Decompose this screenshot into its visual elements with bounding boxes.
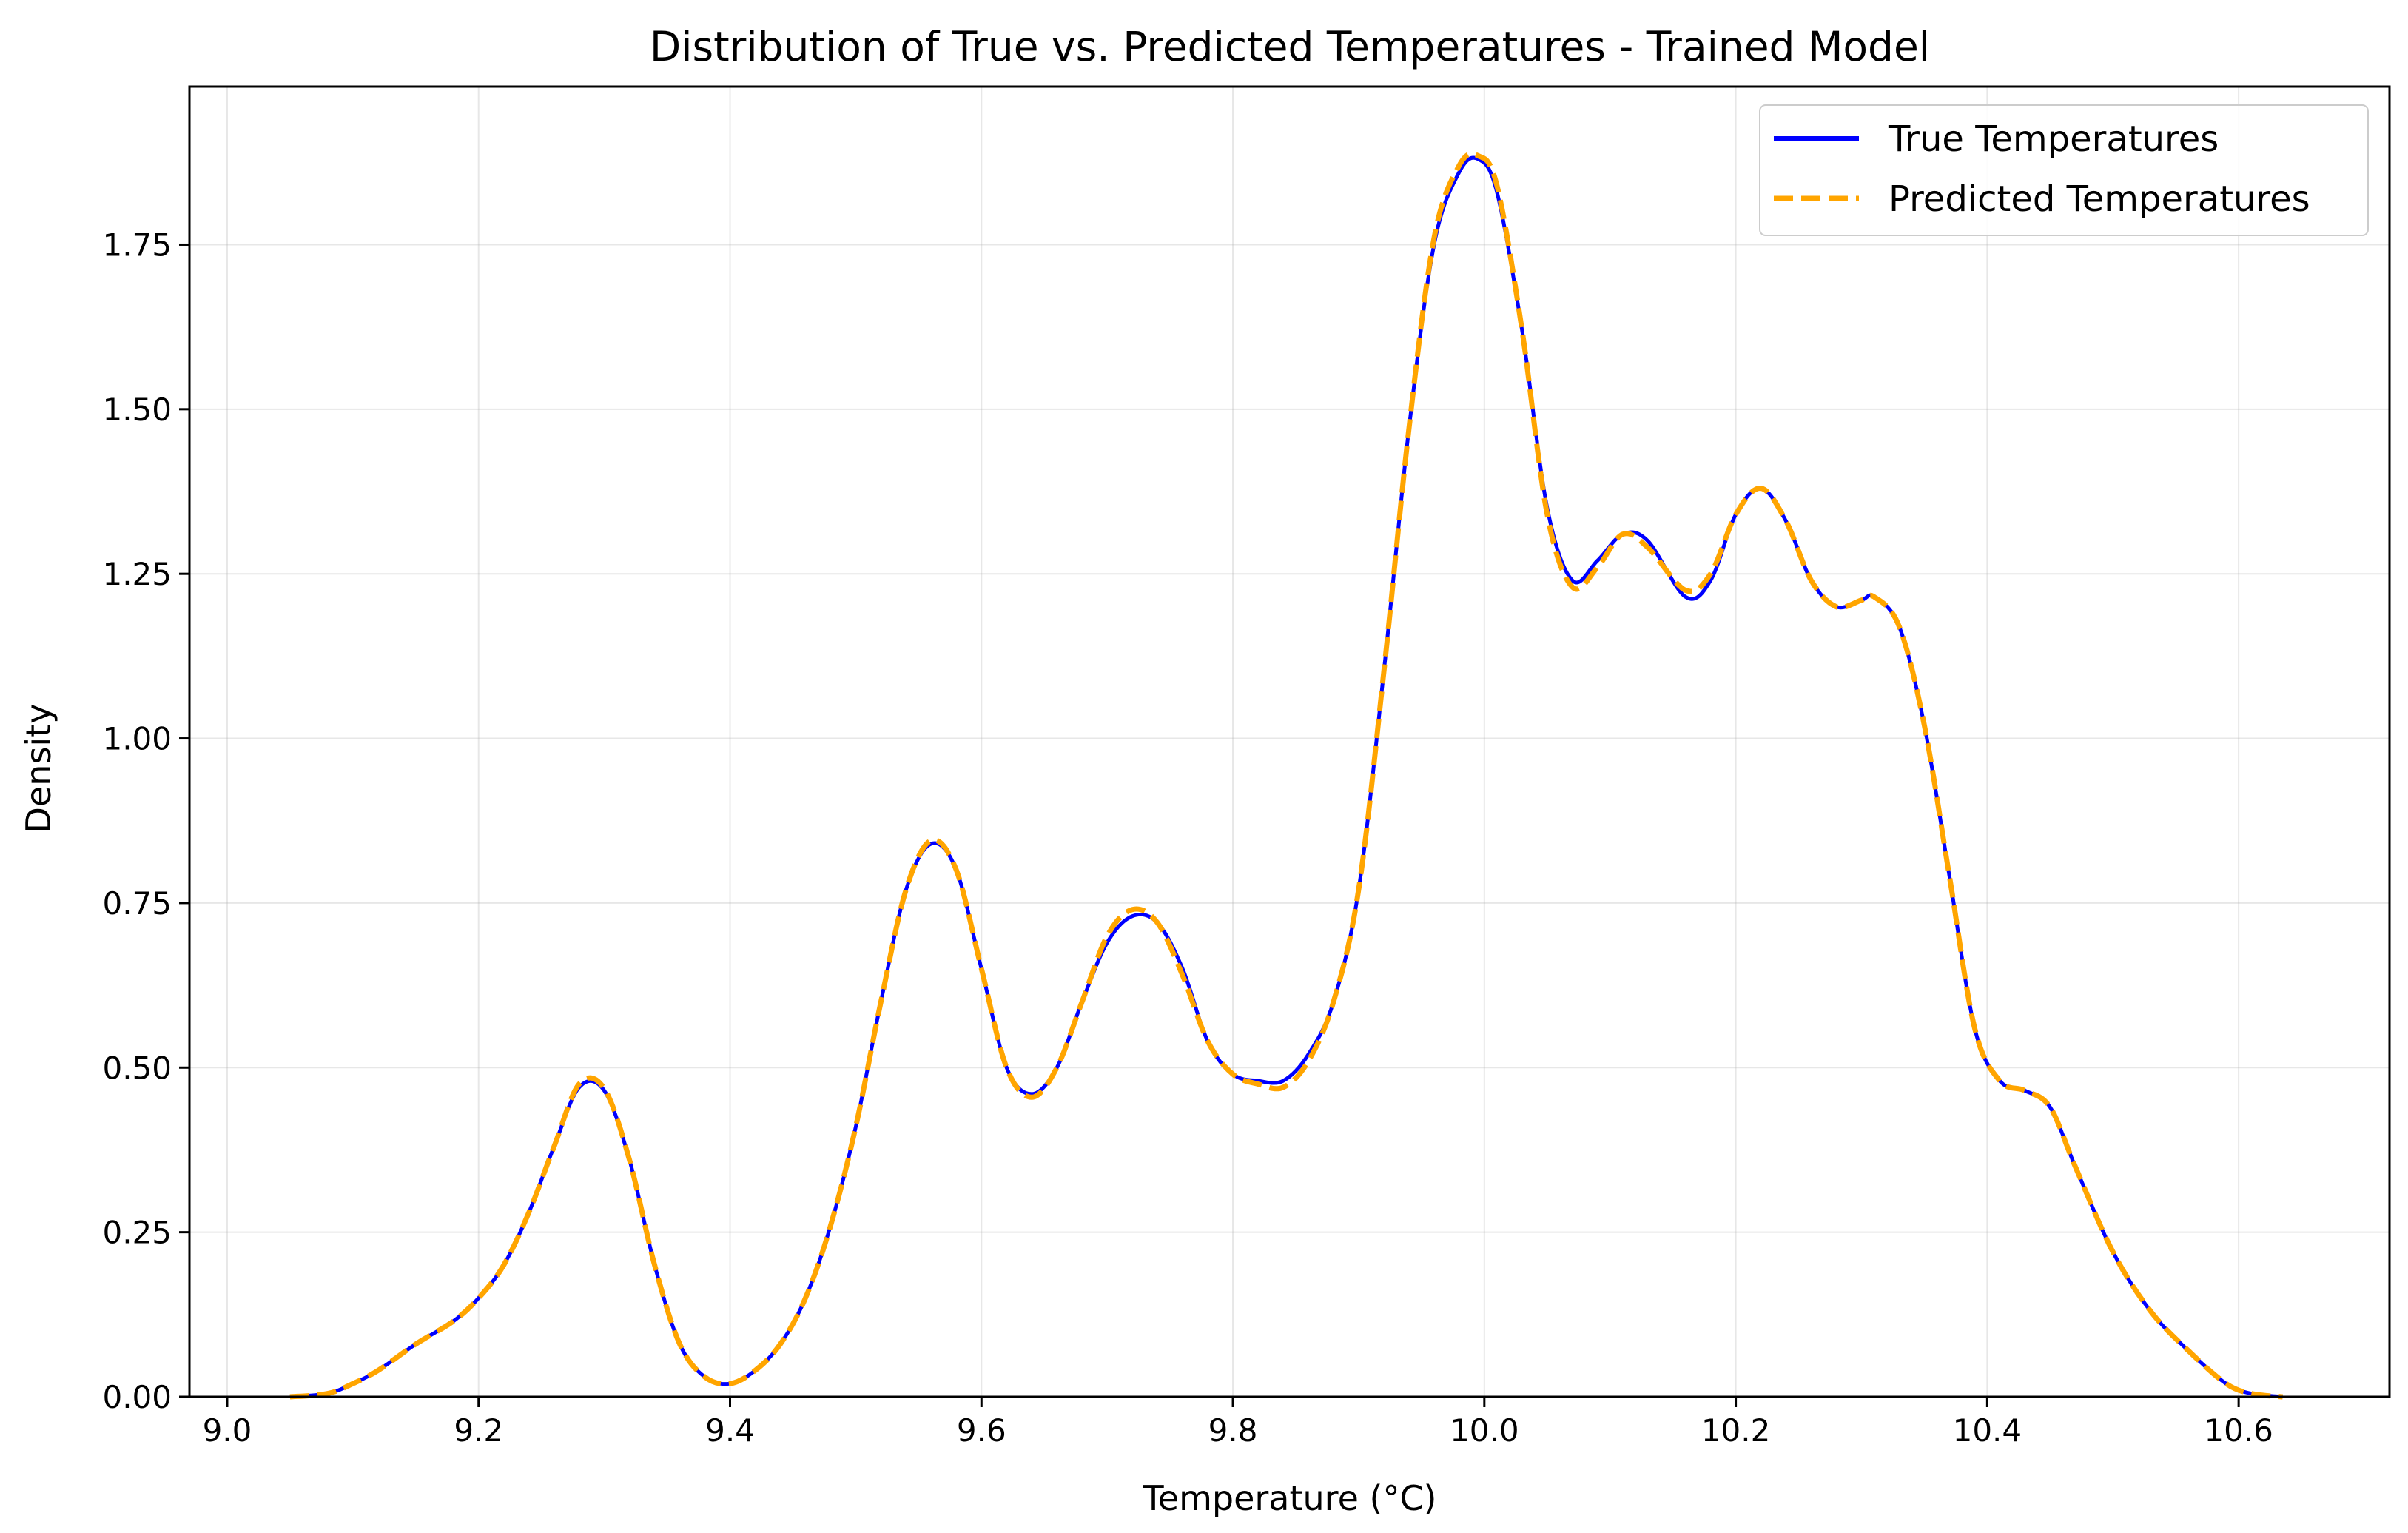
x-tick-label: 9.4 bbox=[705, 1412, 755, 1449]
series-layer bbox=[289, 151, 2283, 1400]
x-tick-label: 10.4 bbox=[1953, 1412, 2022, 1449]
x-tick-label: 10.6 bbox=[2204, 1412, 2273, 1449]
x-tick-label: 9.6 bbox=[957, 1412, 1006, 1449]
legend-box bbox=[1759, 104, 2369, 236]
x-tick-label: 10.2 bbox=[1701, 1412, 1771, 1449]
y-axis-label: Density bbox=[19, 704, 58, 833]
x-tick-label: 9.8 bbox=[1208, 1412, 1258, 1449]
x-axis-label: Temperature (°C) bbox=[1142, 1478, 1436, 1518]
y-tick-label: 0.00 bbox=[102, 1379, 172, 1415]
legend-label-predicted-temperatures: Predicted Temperatures bbox=[1889, 178, 2310, 220]
x-tick-label: 9.2 bbox=[454, 1412, 503, 1449]
x-tick-label: 9.0 bbox=[203, 1412, 252, 1449]
y-tick-label: 1.50 bbox=[102, 392, 172, 428]
legend: True Temperatures Predicted Temperatures bbox=[1759, 104, 2369, 236]
y-tick-label: 1.75 bbox=[102, 227, 172, 263]
x-tick-label: 10.0 bbox=[1450, 1412, 1519, 1449]
series-line-predicted-temperatures bbox=[289, 151, 2283, 1400]
y-tick-label: 0.25 bbox=[102, 1215, 172, 1251]
legend-label-true-temperatures: True Temperatures bbox=[1888, 118, 2219, 160]
y-tick-label: 0.50 bbox=[102, 1050, 172, 1086]
x-axis: 9.0 9.2 9.4 9.6 9.8 10.0 10.2 10.4 10.6 bbox=[203, 1397, 2273, 1449]
y-tick-label: 1.00 bbox=[102, 721, 172, 757]
y-tick-label: 0.75 bbox=[102, 885, 172, 922]
y-tick-label: 1.25 bbox=[102, 556, 172, 592]
chart-title: Distribution of True vs. Predicted Tempe… bbox=[650, 23, 1930, 70]
y-axis: 0.00 0.25 0.50 0.75 1.00 1.25 1.50 1.75 bbox=[102, 227, 189, 1415]
plot-frame bbox=[188, 85, 2391, 1398]
